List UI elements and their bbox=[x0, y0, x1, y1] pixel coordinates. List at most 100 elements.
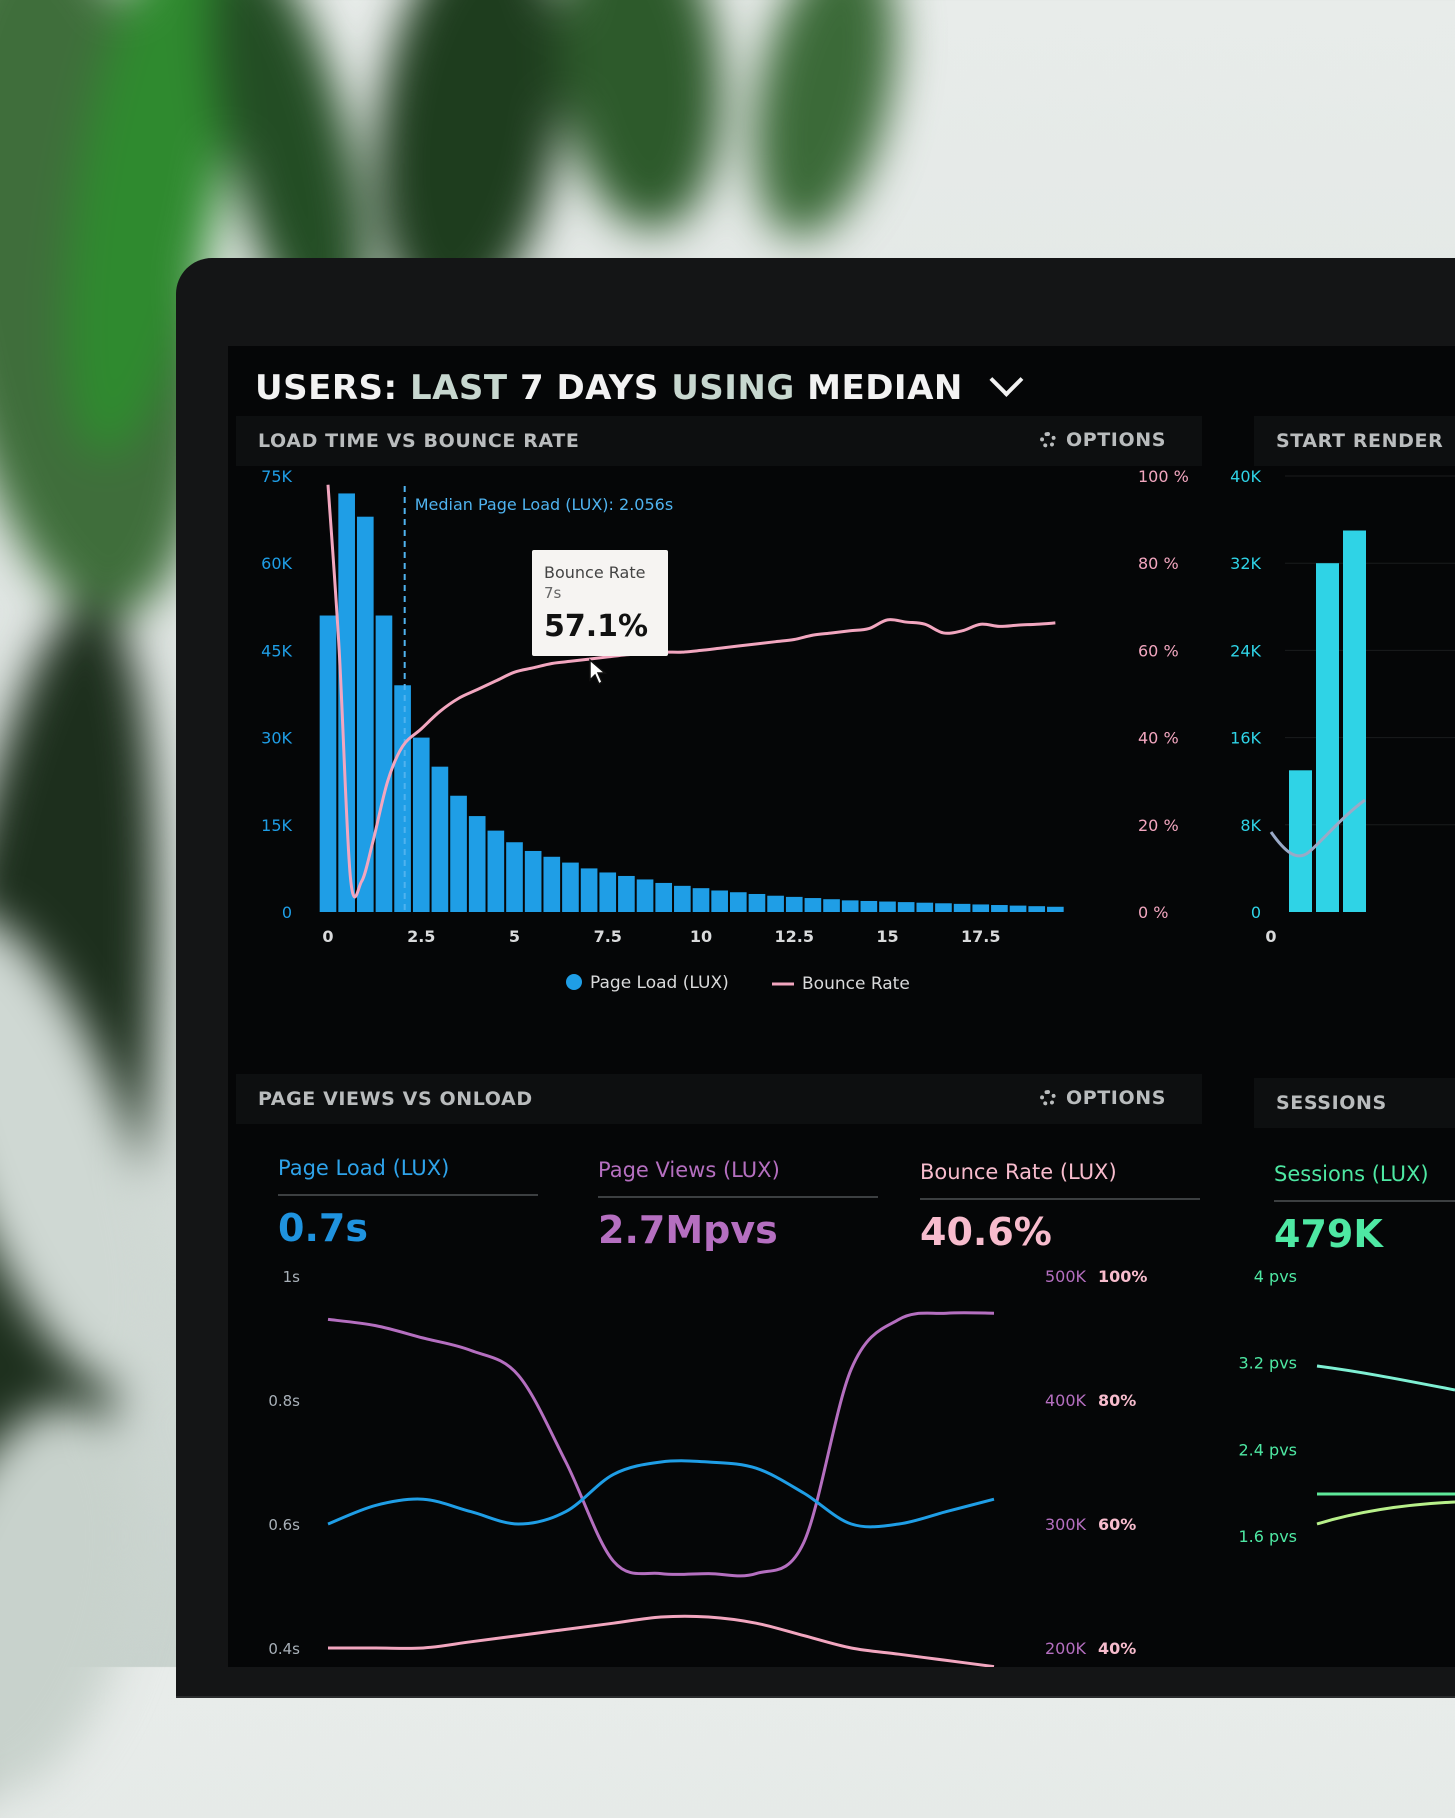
x-tick-label: 0 bbox=[322, 927, 333, 946]
page-load-metric-label: Page Load (LUX) bbox=[278, 1156, 450, 1180]
title-range: 7 DAYS bbox=[519, 368, 659, 408]
page-load-bar bbox=[506, 842, 523, 912]
y-left-tick-label: 15K bbox=[261, 816, 292, 835]
page-load-bar bbox=[823, 899, 840, 912]
y-tick-label: 24K bbox=[1230, 641, 1261, 660]
start-render-bar bbox=[1316, 563, 1339, 912]
y-left-tick-label: 0 bbox=[282, 903, 292, 922]
onload-series-line bbox=[327, 1459, 995, 1529]
tooltip-sub: 7s bbox=[544, 584, 562, 602]
page-load-bar bbox=[450, 795, 467, 912]
y-right-tick-label-bounce: 100% bbox=[1098, 1267, 1147, 1286]
y-right-tick-label-views: 400K bbox=[1045, 1391, 1087, 1410]
title-users: USERS: bbox=[255, 368, 398, 408]
page-views-panel-header: PAGE VIEWS VS ONLOAD OPTIONS bbox=[236, 1074, 1202, 1124]
y-right-tick-label-views: 200K bbox=[1045, 1639, 1087, 1658]
page-views-options-button[interactable]: OPTIONS bbox=[1039, 1087, 1166, 1109]
y-tick-label: 16K bbox=[1230, 729, 1261, 748]
onload-series-line bbox=[327, 1311, 995, 1578]
y-left-tick-label: 75K bbox=[261, 467, 292, 486]
y-left-tick-label: 0.6s bbox=[268, 1516, 300, 1534]
cursor-icon bbox=[589, 658, 608, 686]
page-load-bar bbox=[543, 856, 561, 912]
bounce-rate-metric-label: Bounce Rate (LUX) bbox=[920, 1160, 1117, 1184]
options-label: OPTIONS bbox=[1065, 1087, 1166, 1109]
start-render-bar bbox=[1343, 530, 1366, 912]
page-load-bar bbox=[879, 901, 896, 912]
load-time-bounce-chart: 0 15K 30K 45K 60K 75K 0 % 20 % 40 % 60 % 80 % 100 %… bbox=[261, 467, 1189, 994]
chevron-down-icon[interactable] bbox=[989, 362, 1024, 397]
load-time-panel-title: LOAD TIME VS BOUNCE RATE bbox=[258, 430, 580, 452]
legend-dot-page-load bbox=[566, 974, 582, 990]
legend-label-bounce: Bounce Rate bbox=[802, 974, 910, 994]
page-load-bar bbox=[338, 493, 355, 912]
y-left-tick-label: 0.8s bbox=[268, 1392, 300, 1410]
x-tick-label: 15 bbox=[876, 927, 898, 946]
load-time-panel-header: LOAD TIME VS BOUNCE RATE OPTIONS bbox=[236, 416, 1202, 466]
page-load-bar bbox=[860, 900, 878, 912]
bounce-rate-metric-value: 40.6% bbox=[920, 1210, 1052, 1254]
page-load-bar bbox=[375, 615, 393, 912]
divider bbox=[1274, 1200, 1455, 1202]
y-right-tick-label: 20 % bbox=[1138, 816, 1179, 835]
page-views-metric-value: 2.7Mpvs bbox=[598, 1208, 778, 1252]
y-right-tick-label-views: 300K bbox=[1045, 1515, 1087, 1534]
page-load-bar bbox=[674, 885, 691, 912]
y-right-tick-label: 40 % bbox=[1138, 729, 1179, 748]
y-tick-label: 1.6 pvs bbox=[1239, 1527, 1298, 1546]
y-tick-label: 8K bbox=[1240, 816, 1261, 835]
x-tick-label: 2.5 bbox=[407, 927, 435, 946]
dashboard-title[interactable]: USERS: LAST 7 DAYS USING MEDIAN bbox=[255, 362, 1024, 408]
start-render-chart: 0 8K 16K 24K 32K 40K 0 bbox=[1230, 467, 1455, 946]
dashboard-screen: USERS: LAST 7 DAYS USING MEDIAN LOAD TIM… bbox=[228, 346, 1455, 1667]
page-views-metric-label: Page Views (LUX) bbox=[598, 1158, 780, 1182]
x-tick-label: 10 bbox=[690, 927, 712, 946]
page-load-bar bbox=[804, 898, 822, 912]
y-right-tick-label: 60 % bbox=[1138, 641, 1179, 660]
y-left-tick-label: 30K bbox=[261, 729, 292, 748]
page-load-bar bbox=[785, 896, 803, 912]
tooltip-box bbox=[532, 550, 668, 656]
page-load-bar bbox=[319, 615, 337, 912]
page-load-bar bbox=[748, 893, 766, 912]
sessions-metric-value: 479K bbox=[1274, 1212, 1383, 1256]
page-load-bar bbox=[431, 766, 449, 912]
page-load-bar bbox=[524, 850, 542, 912]
y-right-tick-label: 0 % bbox=[1138, 903, 1168, 922]
start-render-bar bbox=[1289, 770, 1312, 912]
title-using: USING bbox=[671, 368, 795, 408]
page-load-bar bbox=[1028, 906, 1046, 912]
sessions-metric-label: Sessions (LUX) bbox=[1274, 1162, 1429, 1186]
start-render-panel-title: START RENDER bbox=[1276, 430, 1444, 452]
divider bbox=[278, 1194, 538, 1196]
y-left-tick-label: 1s bbox=[283, 1268, 301, 1286]
title-last: LAST bbox=[409, 368, 508, 408]
tooltip-value: 57.1% bbox=[544, 609, 648, 644]
title-median: MEDIAN bbox=[807, 368, 963, 408]
y-tick-label: 3.2 pvs bbox=[1239, 1354, 1298, 1373]
sessions-line bbox=[1316, 1364, 1455, 1392]
y-right-tick-label: 80 % bbox=[1138, 554, 1179, 573]
page-load-bar bbox=[412, 737, 430, 912]
median-label: Median Page Load (LUX): 2.056s bbox=[415, 495, 673, 514]
page-views-panel-title: PAGE VIEWS VS ONLOAD bbox=[258, 1088, 533, 1110]
y-right-tick-label-bounce: 40% bbox=[1098, 1639, 1136, 1658]
y-right-tick-label-bounce: 60% bbox=[1098, 1515, 1136, 1534]
y-tick-label: 2.4 pvs bbox=[1239, 1440, 1298, 1459]
page-load-bar bbox=[655, 882, 673, 912]
options-label: OPTIONS bbox=[1065, 429, 1166, 451]
y-right-tick-label-views: 500K bbox=[1045, 1267, 1087, 1286]
onload-series-line bbox=[328, 1614, 995, 1667]
sessions-panel-title: SESSIONS bbox=[1276, 1092, 1387, 1114]
y-left-tick-label: 45K bbox=[261, 641, 292, 660]
x-tick-label: 5 bbox=[509, 927, 520, 946]
gear-icon bbox=[1039, 432, 1056, 448]
load-time-options-button[interactable]: OPTIONS bbox=[1039, 429, 1166, 451]
divider bbox=[920, 1198, 1200, 1200]
page-load-bar bbox=[562, 862, 579, 912]
page-load-metric-value: 0.7s bbox=[278, 1206, 368, 1250]
page-load-bar bbox=[972, 904, 990, 912]
page-load-bar bbox=[729, 892, 747, 912]
page-load-bar bbox=[953, 903, 971, 912]
page-load-bar bbox=[1009, 905, 1027, 912]
